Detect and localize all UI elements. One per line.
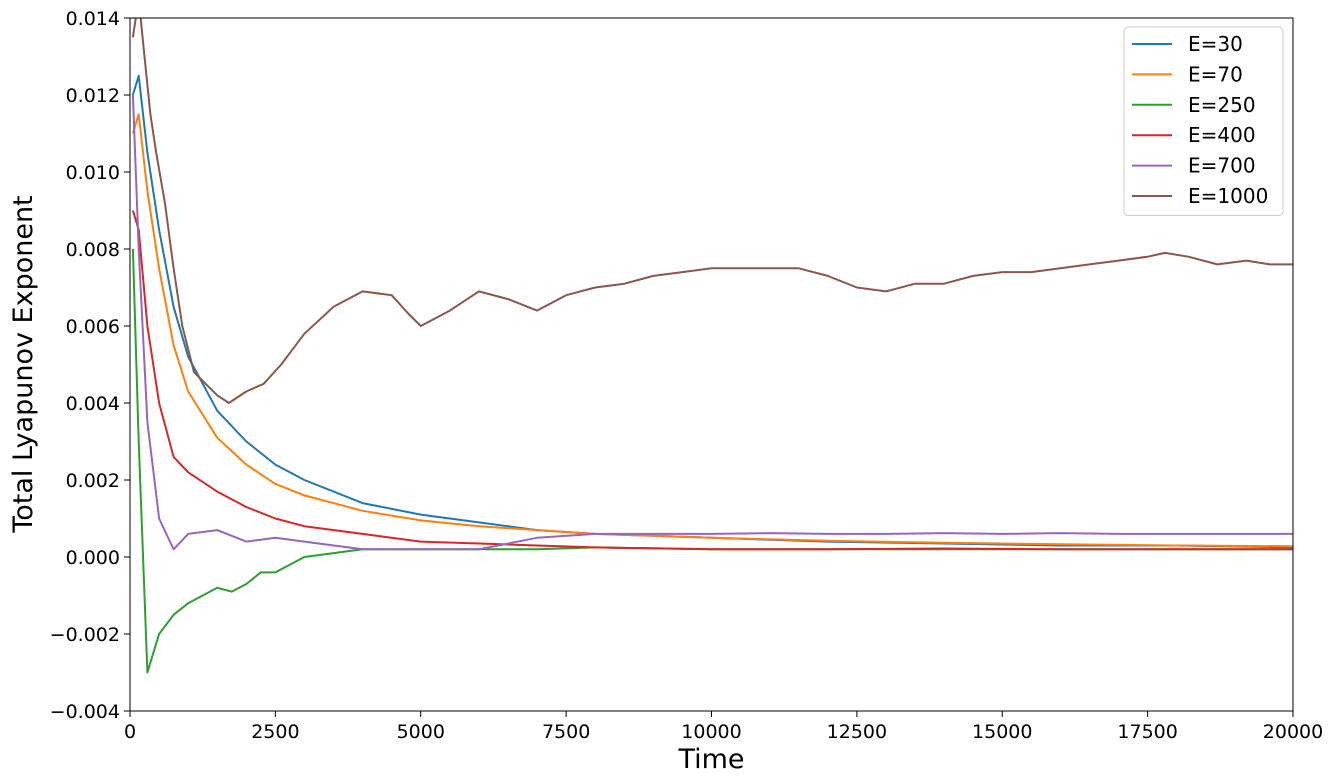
y-tick-label: −0.002 bbox=[50, 624, 120, 646]
plot-background bbox=[130, 18, 1293, 711]
y-axis: −0.004 −0.002 0.000 0.002 0.004 0.006 0.008 0.0… bbox=[50, 8, 130, 723]
x-tick-label: 7500 bbox=[542, 721, 590, 743]
x-tick-label: 20000 bbox=[1263, 721, 1323, 743]
y-tick-label: 0.002 bbox=[66, 470, 120, 492]
legend: E=30 E=70 E=250 E=400 E=700 E=1000 bbox=[1123, 26, 1284, 216]
y-axis-title: Total Lyapunov Exponent bbox=[8, 195, 39, 533]
y-tick-label: 0.004 bbox=[66, 393, 120, 415]
y-tick-label: −0.004 bbox=[50, 701, 120, 723]
x-axis: 0 2500 5000 7500 10000 12500 15000 17500 20000 bbox=[124, 711, 1323, 743]
x-tick-label: 12500 bbox=[827, 721, 887, 743]
x-tick-label: 0 bbox=[124, 721, 136, 743]
legend-label: E=250 bbox=[1188, 93, 1256, 117]
y-tick-label: 0.012 bbox=[66, 85, 120, 107]
x-tick-label: 5000 bbox=[397, 721, 445, 743]
series-line-e-70 bbox=[131, 113, 1293, 548]
x-tick-label: 15000 bbox=[972, 721, 1032, 743]
x-axis-title: Time bbox=[677, 744, 744, 775]
y-tick-label: 0.014 bbox=[66, 8, 120, 30]
y-tick-label: 0.010 bbox=[66, 162, 120, 184]
series-line-e-1000 bbox=[131, 18, 1293, 404]
x-tick-label: 17500 bbox=[1117, 721, 1177, 743]
series-group bbox=[131, 18, 1293, 674]
series-line-e-400 bbox=[131, 210, 1293, 551]
x-tick-label: 2500 bbox=[251, 721, 299, 743]
y-tick-label: 0.000 bbox=[66, 547, 120, 569]
legend-label: E=1000 bbox=[1188, 184, 1268, 208]
series-line-e-700 bbox=[131, 94, 1293, 551]
legend-label: E=400 bbox=[1188, 123, 1256, 147]
y-tick-label: 0.006 bbox=[66, 316, 120, 338]
legend-label: E=30 bbox=[1188, 32, 1243, 56]
legend-label: E=700 bbox=[1188, 154, 1256, 178]
x-tick-label: 10000 bbox=[681, 721, 741, 743]
y-tick-label: 0.008 bbox=[66, 239, 120, 261]
legend-label: E=70 bbox=[1188, 62, 1243, 86]
